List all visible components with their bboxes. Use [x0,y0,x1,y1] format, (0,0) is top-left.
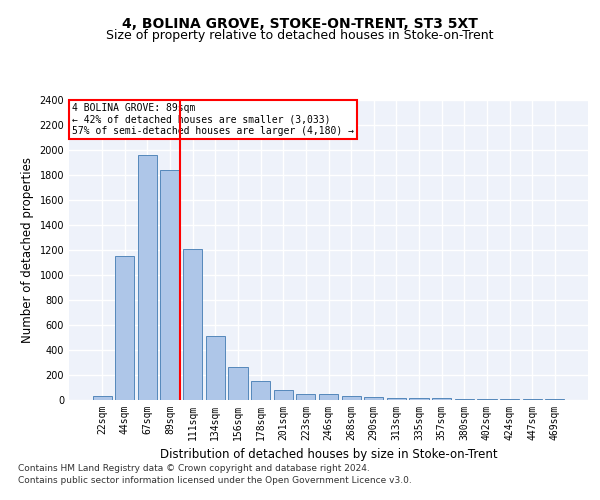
Bar [274,390,293,400]
Bar [251,380,270,400]
Bar [183,248,202,400]
Text: 4 BOLINA GROVE: 89sqm
← 42% of detached houses are smaller (3,033)
57% of semi-d: 4 BOLINA GROVE: 89sqm ← 42% of detached … [71,103,353,136]
Bar [545,399,565,400]
Bar [206,336,225,400]
Bar [455,399,474,400]
Bar [160,170,180,400]
Bar [364,397,383,400]
Bar [387,398,406,400]
Bar [115,256,134,400]
X-axis label: Distribution of detached houses by size in Stoke-on-Trent: Distribution of detached houses by size … [160,448,497,462]
Bar [409,398,428,400]
Bar [432,398,451,400]
Bar [500,399,519,400]
Text: 4, BOLINA GROVE, STOKE-ON-TRENT, ST3 5XT: 4, BOLINA GROVE, STOKE-ON-TRENT, ST3 5XT [122,18,478,32]
Text: Size of property relative to detached houses in Stoke-on-Trent: Size of property relative to detached ho… [106,29,494,42]
Bar [523,399,542,400]
Bar [92,396,112,400]
Text: Contains public sector information licensed under the Open Government Licence v3: Contains public sector information licen… [18,476,412,485]
Bar [341,396,361,400]
Bar [319,394,338,400]
Text: Contains HM Land Registry data © Crown copyright and database right 2024.: Contains HM Land Registry data © Crown c… [18,464,370,473]
Bar [229,367,248,400]
Bar [477,399,497,400]
Bar [138,155,157,400]
Bar [296,394,316,400]
Y-axis label: Number of detached properties: Number of detached properties [21,157,34,343]
